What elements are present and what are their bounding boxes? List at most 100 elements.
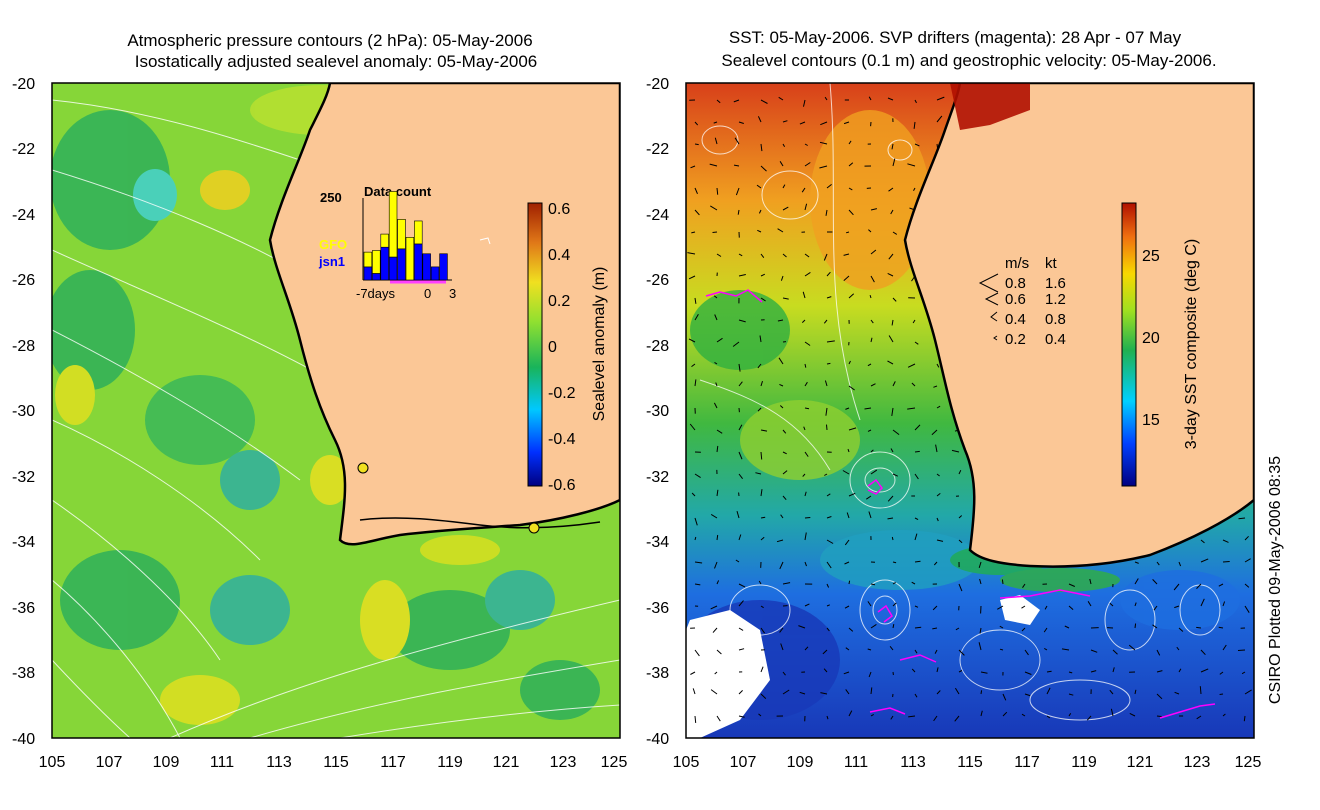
left-lat-labels: -20 -22 -24 -26 -28 -30 -32 -34 -36 -38 … (12, 76, 35, 748)
lon-label: 119 (437, 754, 463, 771)
lon-label: 113 (900, 754, 926, 771)
velocity-arrow (1061, 648, 1070, 651)
velocity-arrow (1109, 602, 1114, 607)
velocity-arrow (1134, 561, 1139, 564)
velocity-arrow (1244, 558, 1251, 563)
velocity-arrow (914, 424, 921, 431)
velocity-arrow (713, 402, 718, 409)
lon-label: 121 (493, 754, 520, 771)
velocity-arrow (867, 363, 872, 367)
velocity-arrow (690, 165, 696, 169)
velocity-arrow (758, 209, 762, 214)
lat-label: -32 (646, 469, 669, 486)
velocity-arrow (760, 451, 763, 460)
velocity-arrow (756, 184, 762, 189)
velocity-arrow (804, 203, 808, 211)
velocity-arrow (826, 583, 830, 588)
velocity-arrow (714, 361, 718, 365)
velocity-arrow (1046, 715, 1051, 719)
velocity-legend-arrow (984, 292, 999, 306)
velocity-arrow (716, 337, 723, 343)
velocity-arrow (760, 165, 767, 172)
velocity-arrow (978, 561, 982, 569)
velocity-arrow (867, 429, 872, 432)
sst-tick: 20 (1142, 330, 1160, 347)
velocity-arrow (715, 382, 718, 387)
lon-label: 107 (730, 754, 757, 771)
velocity-arrow (1134, 623, 1137, 629)
velocity-arrow (804, 381, 808, 387)
velocity-arrow (848, 293, 855, 299)
inset-ymax-label: 250 (320, 190, 342, 205)
sla-tick: -0.2 (548, 385, 576, 402)
velocity-arrow (844, 605, 850, 609)
lon-label: 123 (1184, 754, 1211, 771)
velocity-arrow (803, 99, 806, 107)
velocity-arrow (1176, 646, 1180, 651)
vel-legend-kt: 0.4 (1045, 331, 1066, 348)
velocity-arrow (757, 407, 762, 412)
velocity-arrow (907, 407, 916, 410)
velocity-arrow (760, 605, 764, 609)
velocity-arrow (738, 363, 741, 372)
velocity-arrow (936, 405, 941, 409)
velocity-arrow (824, 473, 828, 476)
inset-bar-jsn1 (414, 243, 423, 281)
velocity-arrow (869, 294, 872, 299)
lat-label: -20 (646, 76, 669, 93)
velocity-arrow (1156, 670, 1163, 673)
velocity-arrow (780, 643, 784, 651)
velocity-arrow (802, 473, 806, 477)
velocity-arrow (1196, 583, 1202, 589)
velocity-arrow (691, 363, 696, 368)
velocity-arrow (1156, 693, 1163, 700)
velocity-arrow (870, 623, 877, 629)
velocity-arrow (890, 448, 894, 453)
velocity-arrow (997, 605, 1004, 610)
velocity-arrow (845, 689, 850, 695)
velocity-arrow (1178, 561, 1182, 567)
velocity-arrow (736, 510, 740, 519)
velocity-arrow (888, 187, 894, 192)
velocity-arrow (868, 511, 872, 519)
velocity-arrow (758, 713, 762, 717)
velocity-arrow (848, 627, 854, 632)
velocity-arrow (804, 517, 811, 519)
velocity-arrow (954, 687, 960, 695)
lat-label: -30 (646, 403, 669, 420)
velocity-arrow (803, 426, 806, 431)
velocity-arrow (892, 473, 899, 477)
velocity-arrow (823, 253, 828, 261)
velocity-arrow (936, 539, 944, 542)
velocity-arrow (936, 517, 939, 522)
velocity-arrow (709, 163, 718, 167)
velocity-arrow (826, 184, 832, 189)
inset-legend-jsn1: jsn1 (318, 254, 345, 269)
velocity-arrow (823, 668, 828, 673)
velocity-arrow (1021, 627, 1026, 632)
lon-label: 111 (210, 754, 234, 771)
velocity-arrow (716, 580, 720, 585)
velocity-arrow (798, 625, 806, 629)
tide-gauge-marker (357, 462, 369, 474)
velocity-arrow (779, 405, 784, 409)
velocity-arrow (1109, 689, 1114, 695)
velocity-arrow (870, 449, 874, 453)
velocity-arrow (933, 715, 938, 722)
velocity-arrow (1021, 713, 1026, 717)
inset-bar-jsn1 (397, 248, 406, 281)
velocity-arrow (848, 580, 851, 585)
lon-label: 117 (380, 754, 406, 771)
velocity-arrow (979, 627, 982, 634)
velocity-arrow (867, 601, 872, 607)
inset-xlabel-left: -7days (356, 286, 396, 301)
velocity-arrow (738, 715, 745, 718)
velocity-arrow (716, 429, 723, 434)
velocity-arrow (1222, 539, 1229, 543)
velocity-arrow (823, 319, 828, 324)
velocity-arrow (936, 473, 940, 477)
lat-label: -32 (12, 469, 35, 486)
velocity-arrow (804, 561, 807, 567)
velocity-arrow (1128, 644, 1136, 651)
velocity-arrow (954, 715, 960, 722)
